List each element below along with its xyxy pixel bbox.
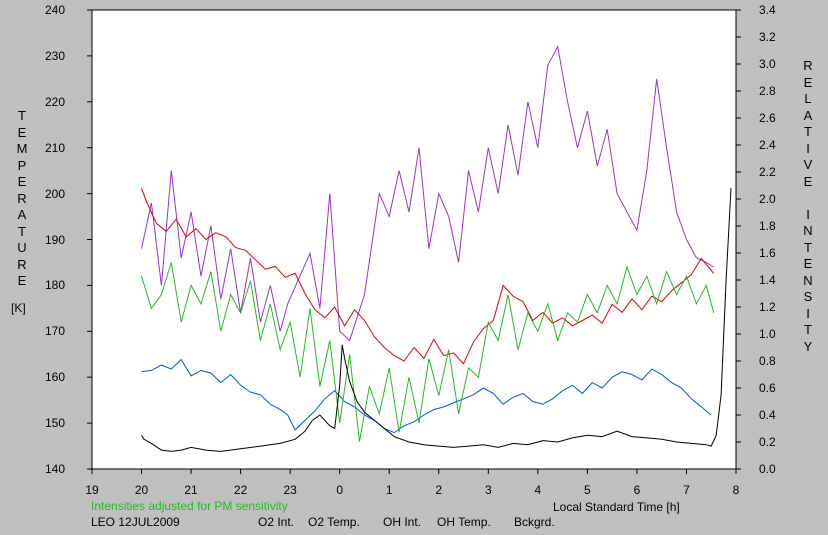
left-tick-label: 220	[44, 94, 65, 109]
x-tick-label: 7	[683, 483, 690, 497]
right-tick-label: 0.4	[759, 408, 776, 422]
right-tick-label: 0.8	[759, 354, 776, 368]
plot-area	[91, 9, 737, 470]
right-tick-label: 1.8	[759, 219, 776, 233]
right-tick-label: 2.0	[759, 192, 776, 206]
left-tick-label: 160	[44, 370, 65, 385]
legend-item-o2-temp: O2 Temp.	[308, 515, 360, 529]
right-tick-label: 3.0	[759, 57, 776, 71]
x-tick-label: 5	[584, 483, 591, 497]
x-axis-title: Local Standard Time [h]	[553, 500, 680, 514]
left-tick-label: 240	[44, 3, 65, 17]
x-tick-label: 20	[134, 483, 149, 497]
left-axis-unit: [K]	[11, 301, 26, 315]
left-tick-label: 140	[44, 462, 65, 476]
series-line-o2-int	[141, 358, 712, 434]
legend-item-oh-int: OH Int.	[383, 515, 422, 529]
right-tick-label: 0.2	[759, 435, 776, 449]
right-tick-label: 2.6	[759, 111, 776, 125]
x-tick-label: 3	[484, 483, 492, 497]
right-tick-label: 2.8	[759, 84, 776, 98]
series-group	[141, 45, 732, 452]
left-tick-label: 200	[44, 186, 65, 201]
note-text: Intensities adjusted for PM sensitivity	[91, 499, 288, 513]
left-tick-label: 180	[44, 278, 65, 293]
series-line-o2-temp	[141, 45, 714, 342]
x-tick-label: 21	[184, 483, 198, 497]
x-tick-label: 23	[283, 483, 297, 497]
x-tick-label: 19	[85, 483, 99, 497]
left-tick-label: 170	[44, 324, 65, 339]
series-line-oh-int	[141, 188, 715, 365]
left-tick-label: 190	[44, 232, 65, 247]
x-tick-label: 4	[534, 483, 542, 497]
right-tick-label: 3.2	[759, 30, 776, 44]
right-tick-label: 0.6	[759, 381, 776, 395]
legend-item-o2-int: O2 Int.	[258, 515, 295, 529]
right-tick-label: 2.2	[759, 165, 776, 179]
x-tick-label: 22	[233, 483, 248, 497]
right-tick-label: 3.4	[759, 3, 776, 17]
left-tick-label: 150	[44, 416, 65, 431]
left-tick-label: 210	[44, 140, 65, 155]
legend-item-bckgrd: Bckgrd.	[514, 515, 555, 529]
x-tick-label: 0	[336, 483, 344, 497]
series-line-bckgrd	[141, 188, 732, 452]
right-tick-label: 1.2	[759, 300, 776, 314]
x-tick-label: 2	[435, 483, 443, 497]
x-tick-label: 8	[732, 483, 740, 497]
series-line-oh-temp	[141, 262, 715, 442]
right-tick-label: 1.4	[759, 273, 776, 287]
right-tick-label: 0.0	[759, 462, 776, 476]
x-tick-label: 6	[633, 483, 641, 497]
legend-item-oh-temp: OH Temp.	[437, 515, 491, 529]
left-tick-label: 230	[44, 48, 65, 63]
right-tick-label: 1.6	[759, 246, 776, 260]
axis-ticks	[87, 9, 741, 474]
x-tick-label: 1	[385, 483, 393, 497]
right-tick-label: 1.0	[759, 327, 776, 341]
right-tick-label: 2.4	[759, 138, 776, 152]
station-date: LEO 12JUL2009	[91, 515, 180, 529]
